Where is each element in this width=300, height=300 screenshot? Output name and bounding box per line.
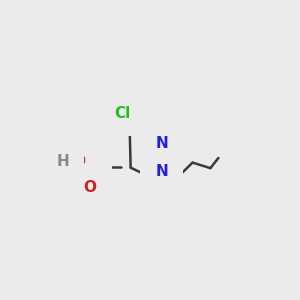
Text: O: O [84,180,97,195]
Text: Cl: Cl [114,106,131,121]
Text: O: O [72,154,85,169]
Text: N: N [155,136,168,151]
Text: N: N [155,164,168,178]
Text: H: H [56,154,69,169]
